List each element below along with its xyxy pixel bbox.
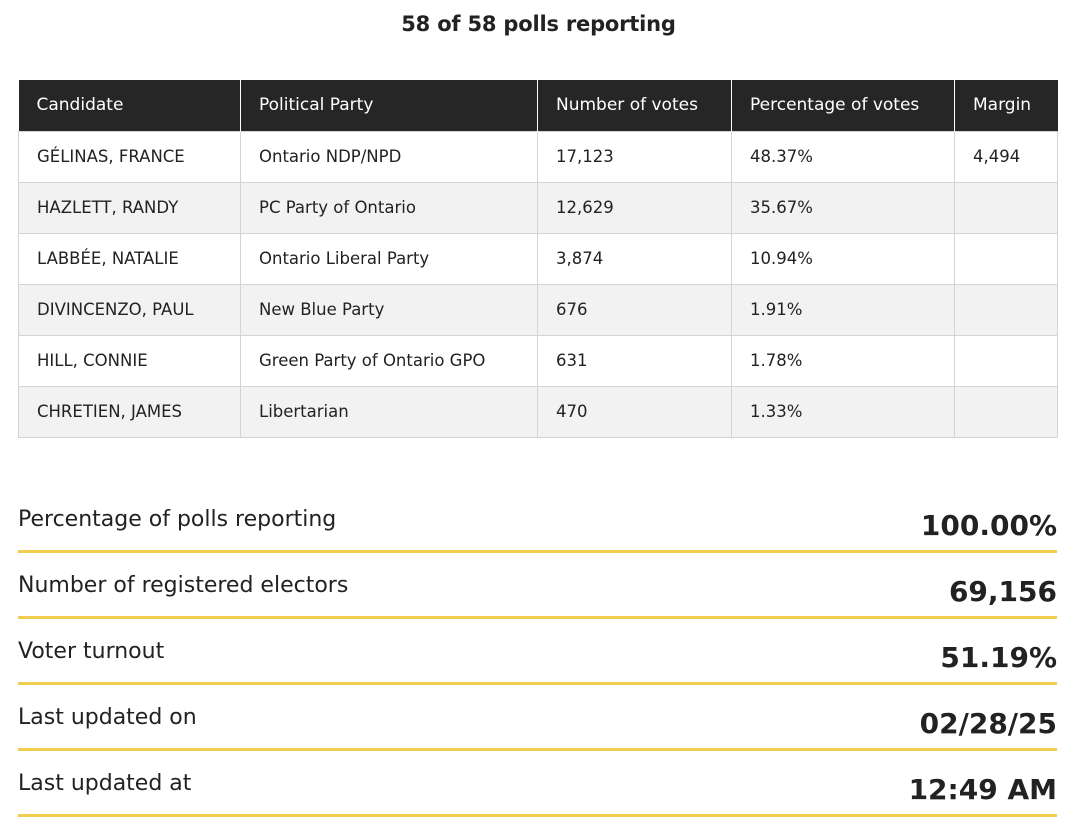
table-row: HAZLETT, RANDY PC Party of Ontario 12,62…: [18, 181, 1058, 234]
stat-last-updated-time: Last updated at 12:49 AM: [18, 751, 1057, 817]
stat-label: Last updated at: [18, 771, 192, 796]
percentage-cell: 1.91%: [731, 283, 955, 336]
stat-value: 02/28/25: [919, 707, 1057, 740]
votes-cell: 12,629: [537, 181, 732, 234]
column-header-candidate: Candidate: [18, 80, 241, 131]
votes-cell: 470: [537, 385, 732, 438]
candidate-cell: CHRETIEN, JAMES: [18, 385, 241, 438]
table-row: GÉLINAS, FRANCE Ontario NDP/NPD 17,123 4…: [18, 130, 1058, 183]
table-row: DIVINCENZO, PAUL New Blue Party 676 1.91…: [18, 283, 1058, 336]
votes-cell: 631: [537, 334, 732, 387]
percentage-cell: 48.37%: [731, 130, 955, 183]
percentage-cell: 35.67%: [731, 181, 955, 234]
votes-cell: 17,123: [537, 130, 732, 183]
percentage-cell: 1.78%: [731, 334, 955, 387]
table-header-row: Candidate Political Party Number of vote…: [18, 80, 1058, 131]
party-cell: Ontario NDP/NPD: [240, 130, 538, 183]
column-header-party: Political Party: [240, 80, 538, 131]
table-row: HILL, CONNIE Green Party of Ontario GPO …: [18, 334, 1058, 387]
margin-cell: [954, 334, 1058, 387]
party-cell: PC Party of Ontario: [240, 181, 538, 234]
candidate-cell: HILL, CONNIE: [18, 334, 241, 387]
candidate-cell: GÉLINAS, FRANCE: [18, 130, 241, 183]
stat-registered-electors: Number of registered electors 69,156: [18, 553, 1057, 619]
stat-voter-turnout: Voter turnout 51.19%: [18, 619, 1057, 685]
votes-cell: 676: [537, 283, 732, 336]
stat-value: 12:49 AM: [908, 773, 1057, 806]
margin-cell: [954, 283, 1058, 336]
results-table: Candidate Political Party Number of vote…: [18, 80, 1058, 438]
stat-last-updated-date: Last updated on 02/28/25: [18, 685, 1057, 751]
margin-cell: [954, 181, 1058, 234]
candidate-cell: HAZLETT, RANDY: [18, 181, 241, 234]
margin-cell: [954, 232, 1058, 285]
candidate-cell: LABBÉE, NATALIE: [18, 232, 241, 285]
summary-stats: Percentage of polls reporting 100.00% Nu…: [18, 487, 1057, 817]
stat-label: Number of registered electors: [18, 573, 349, 598]
margin-cell: 4,494: [954, 130, 1058, 183]
stat-polls-reporting: Percentage of polls reporting 100.00%: [18, 487, 1057, 553]
stat-value: 100.00%: [920, 509, 1057, 542]
margin-cell: [954, 385, 1058, 438]
stat-value: 51.19%: [940, 641, 1057, 674]
column-header-margin: Margin: [954, 80, 1058, 131]
column-header-percentage: Percentage of votes: [731, 80, 955, 131]
candidate-cell: DIVINCENZO, PAUL: [18, 283, 241, 336]
percentage-cell: 1.33%: [731, 385, 955, 438]
stat-label: Voter turnout: [18, 639, 165, 664]
column-header-votes: Number of votes: [537, 80, 732, 131]
party-cell: Green Party of Ontario GPO: [240, 334, 538, 387]
table-row: LABBÉE, NATALIE Ontario Liberal Party 3,…: [18, 232, 1058, 285]
party-cell: Ontario Liberal Party: [240, 232, 538, 285]
percentage-cell: 10.94%: [731, 232, 955, 285]
votes-cell: 3,874: [537, 232, 732, 285]
stat-label: Last updated on: [18, 705, 197, 730]
polls-reporting-heading: 58 of 58 polls reporting: [401, 12, 676, 36]
party-cell: Libertarian: [240, 385, 538, 438]
stat-label: Percentage of polls reporting: [18, 507, 337, 532]
party-cell: New Blue Party: [240, 283, 538, 336]
table-row: CHRETIEN, JAMES Libertarian 470 1.33%: [18, 385, 1058, 438]
stat-value: 69,156: [948, 575, 1057, 608]
